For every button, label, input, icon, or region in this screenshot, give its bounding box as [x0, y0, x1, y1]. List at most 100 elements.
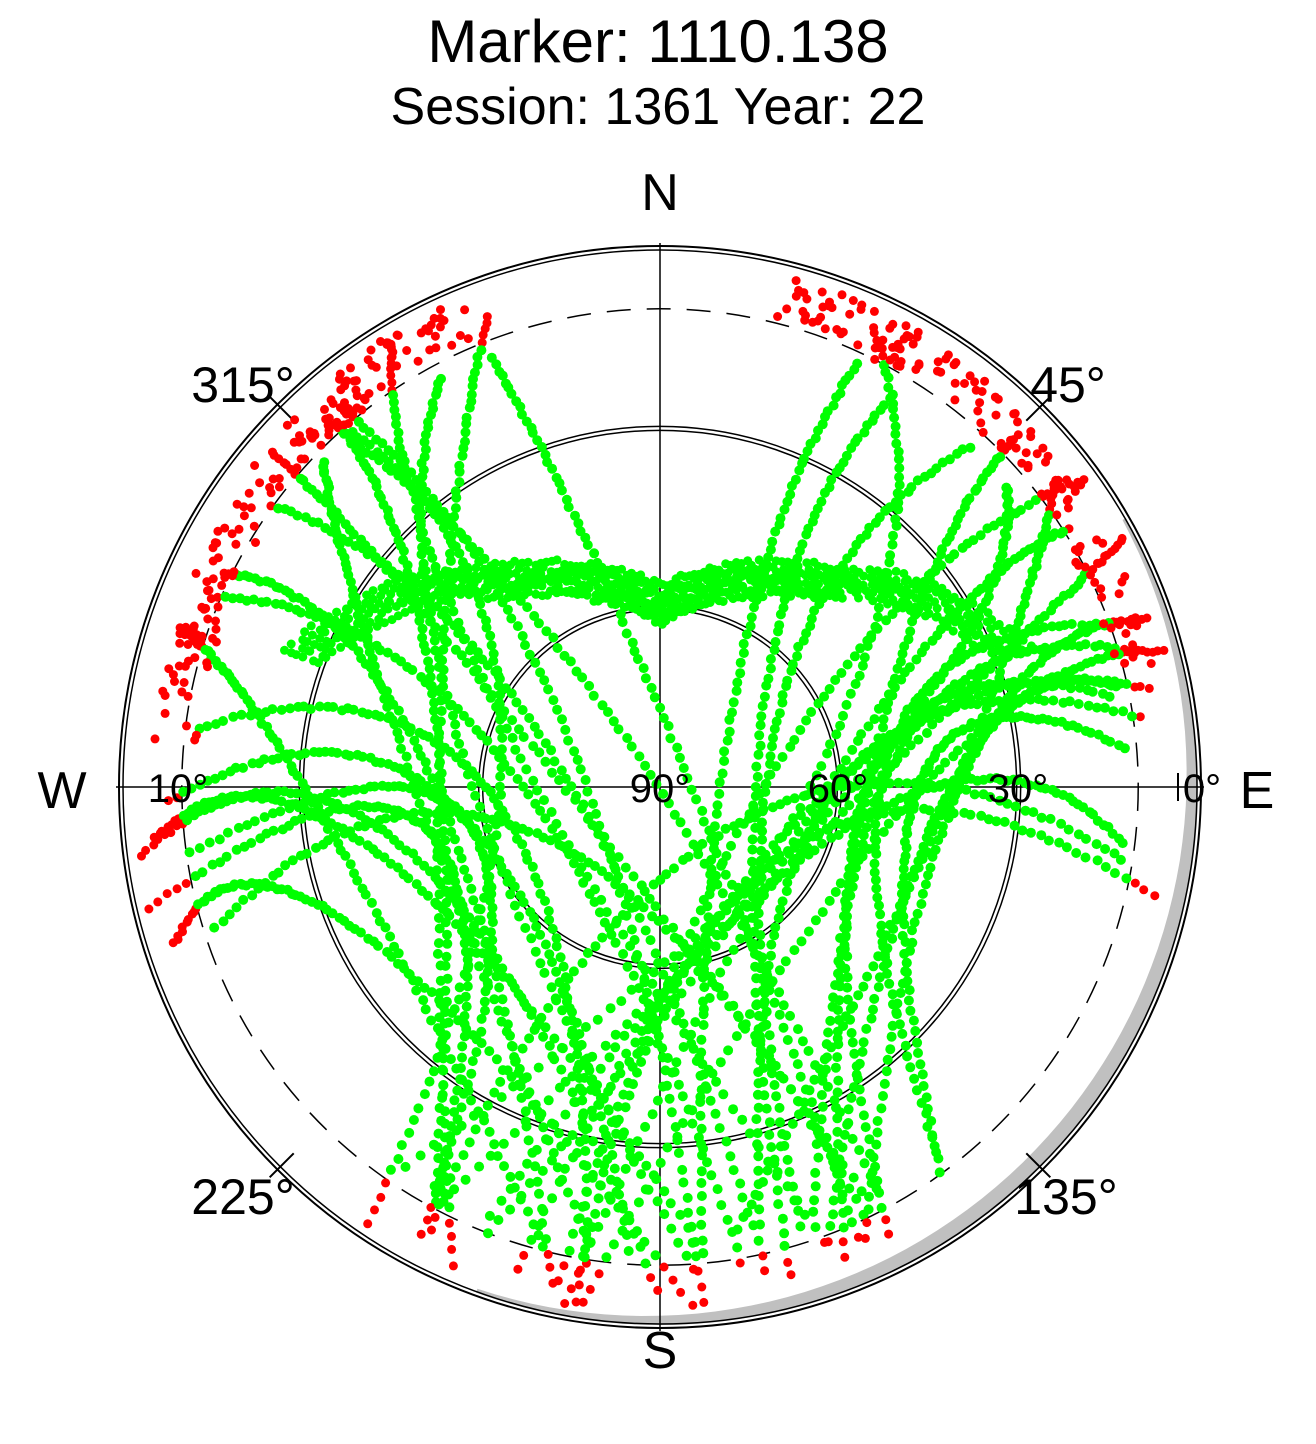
tracked-observation [442, 874, 453, 885]
tracked-observation [994, 795, 1005, 806]
tracked-observation [842, 890, 853, 901]
tracked-observation [846, 1217, 857, 1228]
tracked-observation [546, 982, 557, 993]
tracked-observation [222, 827, 233, 838]
low-elevation-observation [153, 897, 163, 907]
tracked-observation [472, 359, 483, 370]
low-elevation-observation [1063, 503, 1073, 513]
tracked-observation [633, 1197, 644, 1208]
tracked-observation [741, 629, 752, 640]
tracked-observation [573, 1214, 584, 1224]
tracked-observation [810, 1181, 821, 1192]
tracked-observation [933, 835, 944, 846]
tracked-observation [716, 860, 727, 871]
tracked-observation [890, 429, 901, 440]
tracked-observation [635, 1241, 646, 1252]
tracked-observation [505, 1030, 515, 1041]
tracked-observation [453, 845, 464, 856]
tracked-observation [789, 945, 800, 956]
tracked-observation [795, 1071, 806, 1082]
tracked-observation [749, 879, 760, 890]
low-elevation-observation [895, 361, 905, 371]
tracked-observation [621, 1048, 632, 1059]
tracked-observation [541, 626, 552, 637]
tracked-observation [781, 1130, 792, 1141]
low-elevation-observation [306, 431, 316, 441]
tracked-observation [726, 840, 736, 851]
tracked-observation [645, 769, 656, 780]
tracked-observation [533, 729, 544, 740]
tracked-observation [919, 803, 929, 814]
tracked-observation [459, 938, 470, 949]
tracked-observation [569, 746, 580, 757]
tracked-observation [626, 924, 637, 935]
tracked-observation [280, 645, 289, 655]
tracked-observation [650, 948, 661, 959]
tracked-observation [401, 751, 412, 762]
low-elevation-observation [213, 526, 223, 536]
tracked-observation [530, 946, 541, 957]
tracked-observation [642, 987, 652, 998]
tracked-observation [835, 720, 846, 731]
tracked-observation [252, 707, 263, 718]
tracked-observation [720, 823, 731, 834]
tracked-observation [589, 861, 600, 871]
tracked-observation [786, 1084, 797, 1095]
tracked-observation [571, 790, 582, 801]
tracked-observation [259, 812, 270, 823]
tracked-observation [541, 1134, 551, 1145]
tracked-observation [795, 1221, 806, 1232]
low-elevation-observation [423, 1215, 432, 1225]
tracked-observation [854, 1145, 865, 1156]
low-elevation-observation [1130, 682, 1140, 692]
tracked-observation [605, 1081, 616, 1092]
tracked-observation [484, 1126, 495, 1137]
tracked-observation [935, 810, 946, 821]
tracked-observation [902, 592, 912, 602]
tracked-observation [829, 771, 840, 781]
tracked-observation [449, 620, 460, 631]
tracked-observation [940, 757, 951, 768]
low-elevation-observation [885, 355, 895, 365]
tracked-observation [427, 773, 438, 784]
tracked-observation [907, 925, 917, 936]
tracked-observation [773, 1199, 784, 1210]
tracked-observation [800, 831, 811, 842]
tracked-observation [221, 851, 232, 862]
low-elevation-observation [431, 343, 441, 353]
tracked-observation [952, 448, 963, 459]
tracked-observation [564, 1003, 575, 1014]
tracked-observation [842, 659, 853, 670]
tracked-observation [484, 1210, 495, 1221]
tracked-observation [1066, 619, 1077, 629]
tracked-observation [885, 761, 896, 772]
tracked-observation [236, 709, 247, 720]
tracked-observation [538, 1206, 549, 1217]
tracked-observation [495, 724, 506, 735]
tracked-observation [785, 741, 796, 752]
tracked-observation [999, 816, 1010, 827]
tracked-observation [397, 959, 408, 970]
tracked-observation [538, 1031, 549, 1042]
tracked-observation [332, 747, 343, 758]
tracked-observation [458, 443, 469, 454]
tracked-observation [889, 682, 900, 693]
tracked-observation [892, 488, 903, 499]
tracked-observation [880, 746, 891, 757]
tracked-observation [771, 1091, 782, 1102]
tracked-observation [547, 1155, 557, 1166]
tracked-observation [276, 704, 287, 715]
tracked-observation [809, 605, 820, 616]
tracked-observation [414, 615, 425, 626]
low-elevation-observation [170, 677, 179, 686]
tracked-observation [456, 650, 467, 661]
tracked-observation [663, 798, 674, 809]
tracked-observation [867, 1167, 878, 1178]
low-elevation-observation [289, 437, 299, 447]
tracked-observation [983, 608, 993, 618]
tracked-observation [978, 644, 988, 654]
tracked-observation [540, 738, 551, 749]
tracked-observation [551, 995, 562, 1006]
tracked-observation [552, 555, 562, 565]
tracked-observation [905, 945, 915, 956]
